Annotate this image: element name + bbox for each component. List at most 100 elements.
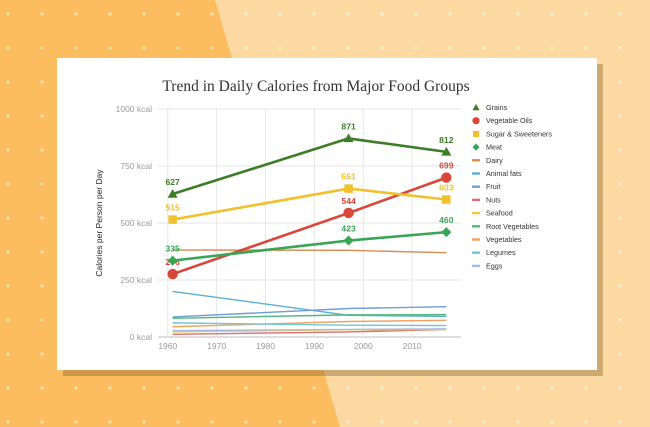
background-dot	[40, 80, 44, 84]
legend-marker	[472, 172, 480, 175]
background-dot	[312, 420, 316, 424]
background-dot	[618, 216, 622, 220]
series-line	[172, 176, 447, 276]
background-dot	[210, 12, 214, 16]
background-dot	[584, 46, 588, 50]
legend-item: Vegetables	[472, 235, 522, 244]
legend-item: Eggs	[472, 261, 503, 270]
background-dot	[40, 12, 44, 16]
data-label: 699	[439, 161, 454, 171]
background-dot	[618, 46, 622, 50]
x-tick-label: 1970	[207, 341, 226, 351]
legend-item: Dairy	[472, 156, 503, 165]
legend-label: Root Vegetables	[486, 222, 539, 231]
background-dot	[176, 420, 180, 424]
background-dot	[516, 420, 520, 424]
series-line	[172, 313, 447, 320]
data-point	[168, 215, 177, 224]
background-dot	[482, 46, 486, 50]
background-dot	[618, 250, 622, 254]
plot-area: 627871812276544699515651603335423460	[165, 121, 454, 335]
background-dot	[142, 12, 146, 16]
legend-item: Vegetable Oils	[472, 116, 533, 125]
background-dot	[40, 148, 44, 152]
data-point	[441, 146, 452, 156]
chart-title: Trend in Daily Calories from Major Food …	[162, 78, 469, 95]
data-label: 544	[341, 196, 356, 206]
background-dot	[244, 12, 248, 16]
chart-legend: Grains Vegetable Oils Sugar & Sweeteners Me…	[472, 103, 552, 270]
background-dot	[74, 46, 78, 50]
background-dot	[618, 80, 622, 84]
background-dot	[346, 12, 350, 16]
data-point	[442, 195, 451, 204]
legend-marker	[472, 238, 480, 241]
legend-label: Legumes	[486, 248, 516, 257]
chart-grid	[158, 108, 461, 338]
series-line	[172, 322, 447, 327]
background-dot	[380, 420, 384, 424]
background-dot	[448, 12, 452, 16]
background-dot	[40, 318, 44, 322]
background-dot	[278, 420, 282, 424]
background-dot	[108, 386, 112, 390]
background-dot	[346, 420, 350, 424]
legend-marker	[472, 211, 480, 215]
background-dot	[448, 420, 452, 424]
background-dot	[6, 420, 10, 424]
background-dot	[346, 386, 350, 390]
background-dot	[618, 182, 622, 186]
background-dot	[618, 12, 622, 16]
y-axis-ticks: 0 kcal 250 kcal 500 kcal 750 kcal 1000 kcal	[116, 104, 152, 342]
background-dot	[142, 46, 146, 50]
legend-label: Nuts	[486, 195, 501, 204]
background-dot	[550, 386, 554, 390]
data-label: 812	[439, 135, 454, 145]
chart-card: Trend in Daily Calories from Major Food …	[57, 58, 597, 370]
x-tick-label: 2010	[403, 341, 422, 351]
background-dot	[550, 12, 554, 16]
background-dot	[6, 386, 10, 390]
data-point	[167, 255, 178, 266]
background-dot	[482, 386, 486, 390]
background-dot	[40, 352, 44, 356]
background-dot	[108, 46, 112, 50]
background-dot	[6, 148, 10, 152]
legend-label: Seafood	[486, 209, 513, 218]
legend-label: Grains	[486, 103, 508, 112]
y-tick-label: 250 kcal	[120, 275, 152, 285]
background-dot	[6, 216, 10, 220]
background-dot	[516, 12, 520, 16]
background-dot	[244, 46, 248, 50]
data-label: 423	[341, 224, 356, 234]
data-label: 335	[165, 244, 180, 254]
y-tick-label: 0 kcal	[130, 332, 152, 342]
series-line	[172, 290, 447, 318]
legend-label: Vegetables	[486, 235, 522, 244]
background-dot	[40, 46, 44, 50]
data-point	[441, 227, 452, 238]
legend-item: Sugar & Sweeteners	[472, 129, 552, 138]
background-dot	[584, 386, 588, 390]
background-dot	[482, 12, 486, 16]
background-dot	[6, 284, 10, 288]
legend-label: Vegetable Oils	[486, 116, 533, 125]
background-dot	[312, 386, 316, 390]
background-dot	[6, 80, 10, 84]
background-dot	[6, 352, 10, 356]
legend-marker	[472, 264, 480, 268]
background-dot	[6, 318, 10, 322]
legend-marker	[472, 251, 480, 254]
series-line	[172, 249, 447, 254]
data-label: 627	[165, 177, 180, 187]
background-dot	[618, 284, 622, 288]
background-dot	[142, 420, 146, 424]
data-label: 871	[341, 121, 356, 131]
legend-marker	[472, 198, 480, 202]
background-dot	[618, 318, 622, 322]
legend-item: Animal fats	[472, 169, 522, 178]
background-dot	[6, 46, 10, 50]
background-dot	[312, 12, 316, 16]
background-dot	[448, 46, 452, 50]
legend-item: Meat	[472, 143, 502, 152]
